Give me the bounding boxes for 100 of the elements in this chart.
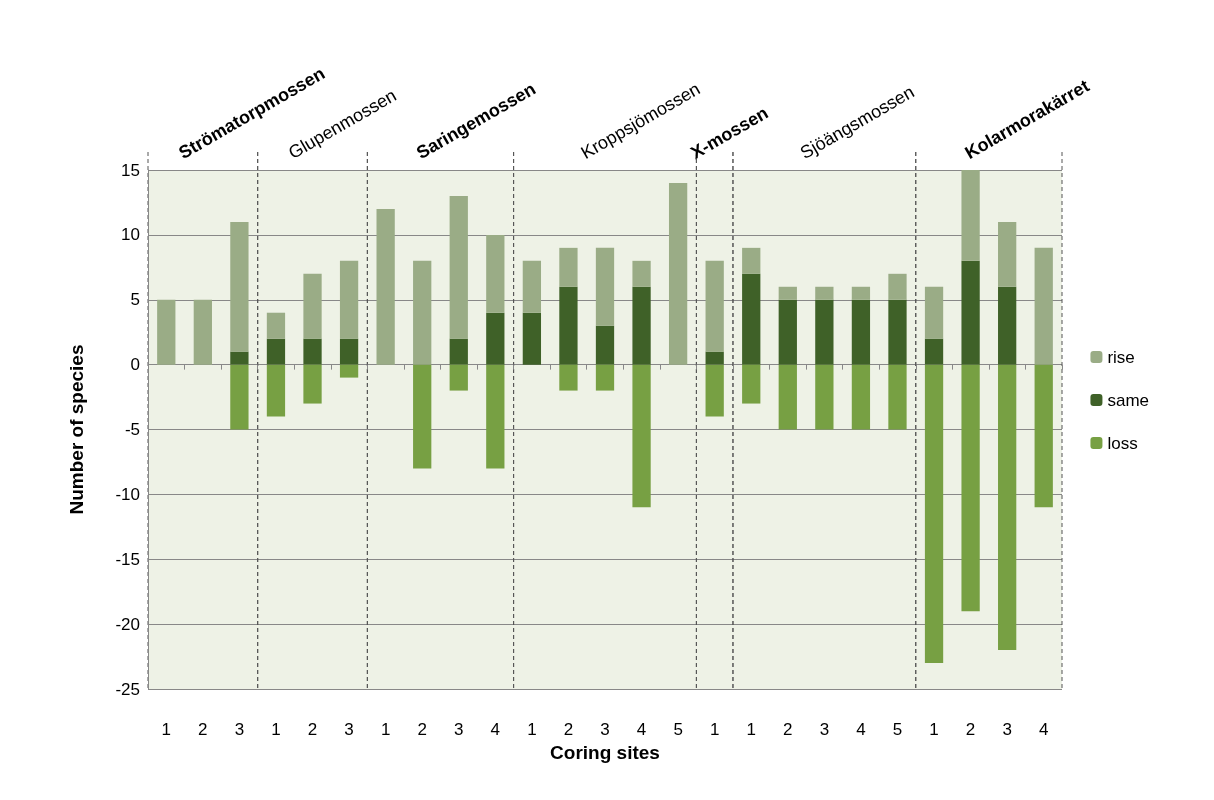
legend-label: loss [1107,433,1138,453]
bar [961,364,980,612]
bar [413,260,432,365]
bar [961,170,980,261]
y-tick-label: 10 [121,225,140,245]
bar [705,351,724,365]
x-tick-label: 5 [673,720,683,739]
bar [595,364,615,391]
bar [888,273,907,300]
bar [303,338,322,365]
x-tick-label: 1 [161,720,172,739]
bar [815,364,834,430]
x-tick-label: 3 [819,720,830,739]
bar [1034,364,1053,508]
x-tick-label: 3 [344,720,354,739]
x-tick-label: 1 [271,720,281,739]
x-tick-label: 2 [307,720,318,739]
bar [266,338,286,365]
bar [1034,247,1053,365]
bar [888,364,907,430]
bar [924,286,944,339]
x-tick-label: 5 [892,720,903,739]
bar [632,286,651,365]
x-tick-label: 2 [965,720,976,739]
bar [230,364,249,430]
y-tick-label: -10 [115,484,140,504]
bar [924,364,944,664]
bar [998,364,1017,651]
bar [522,260,542,313]
bar [998,221,1017,287]
bar [888,299,907,365]
x-tick-label: 1 [929,720,939,739]
y-tick-label: 0 [130,355,140,375]
bar [851,364,871,430]
bar [705,260,724,352]
bar [851,299,871,365]
bar [339,364,359,378]
x-tick-label: 3 [454,720,464,739]
bar [851,286,871,300]
bar [303,364,322,404]
bar [998,286,1017,365]
bar [778,364,797,430]
y-axis-title: Number of species [66,344,87,515]
x-tick-label: 2 [198,720,208,739]
bar [486,364,505,469]
bar [632,364,651,508]
y-tick-label: -5 [124,420,140,439]
x-tick-label: 4 [856,720,866,739]
legend-label: same [1107,390,1150,410]
bar [705,364,724,417]
bar [778,299,797,365]
bar [486,312,505,365]
bar [924,338,944,365]
bar [961,260,980,365]
x-tick-label: 4 [1038,720,1049,739]
bar [559,364,578,391]
x-tick-label: 1 [527,720,537,739]
bar [595,247,615,326]
bar [449,364,468,391]
bar [668,182,688,365]
bar [778,286,797,300]
bar [413,364,432,469]
bar [595,325,615,365]
bar [193,299,212,365]
y-tick-label: -20 [115,614,140,634]
bar [339,260,359,339]
x-tick-label: 3 [1002,720,1012,739]
y-tick-label: -15 [115,549,140,569]
bar [157,299,176,365]
y-tick-label: 15 [121,160,140,180]
x-tick-label: 1 [380,720,391,739]
bar [230,351,249,365]
bar [815,286,834,300]
legend-label: rise [1107,347,1135,367]
bar [742,364,761,404]
bar [486,234,505,313]
bar [632,260,651,287]
x-tick-label: 1 [709,720,720,739]
x-tick-label: 2 [783,720,793,739]
y-tick-label: -25 [115,679,140,699]
x-tick-label: 2 [417,720,427,739]
bar [230,221,249,352]
bar [266,364,286,417]
bar [339,338,359,365]
bar [303,273,322,339]
bar [449,195,468,339]
bar [815,299,834,365]
x-axis-title: Coring sites [550,741,660,763]
bar [376,208,395,365]
x-tick-label: 3 [600,720,610,739]
bar [449,338,468,365]
bar [742,273,761,365]
x-tick-label: 1 [746,720,756,739]
bar [559,247,578,287]
x-tick-label: 2 [563,720,574,739]
bar [266,312,286,339]
bar [522,312,542,365]
y-tick-label: 5 [130,290,140,310]
x-tick-label: 4 [636,720,647,739]
x-tick-label: 3 [234,720,245,739]
